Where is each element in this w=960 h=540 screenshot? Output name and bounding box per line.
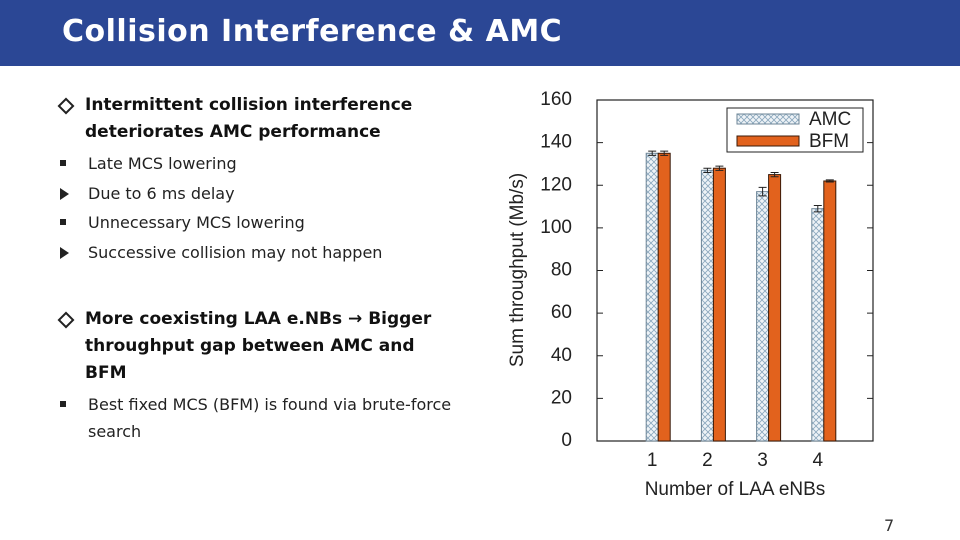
x-tick-label: 2 — [702, 450, 713, 471]
bar — [657, 152, 671, 442]
bar — [645, 152, 659, 442]
slide-title: Collision Interference & AMC — [62, 14, 563, 49]
y-tick-label: 120 — [540, 174, 572, 195]
error-bar — [648, 150, 657, 156]
bar — [811, 208, 825, 442]
error-bar — [660, 150, 669, 156]
legend-label: BFM — [809, 131, 849, 152]
y-axis-label: Sum throughput (Mb/s) — [507, 173, 528, 367]
error-bar — [825, 179, 834, 183]
sub-bullet: Late MCS lowering — [58, 150, 453, 177]
y-tick-label: 0 — [561, 430, 572, 451]
bullet-marker — [60, 401, 66, 407]
y-tick-label: 80 — [551, 260, 572, 281]
sub-bullet: Unnecessary MCS lowering — [58, 209, 453, 236]
bar — [768, 174, 782, 442]
error-bar — [758, 186, 767, 197]
error-bar — [770, 171, 779, 178]
bullet-text: Successive collision may not happen — [88, 243, 383, 262]
legend-label: AMC — [809, 109, 851, 130]
bullet-text: Due to 6 ms delay — [88, 184, 235, 203]
bar — [823, 180, 837, 442]
y-tick-label: 60 — [551, 302, 572, 323]
bullet: More coexisting LAA e.NBs → Bigger throu… — [57, 306, 453, 387]
title-bar — [0, 0, 960, 66]
page-number: 7 — [884, 516, 895, 535]
bullet-marker — [60, 188, 69, 200]
bullet-list: Intermittent collision interference dete… — [57, 92, 453, 445]
bar — [700, 169, 714, 442]
bullet-marker — [60, 160, 66, 166]
x-tick-label: 3 — [757, 450, 768, 471]
bullet-text: Unnecessary MCS lowering — [88, 213, 305, 232]
x-tick-label: 1 — [647, 450, 658, 471]
x-axis-label: Number of LAA eNBs — [645, 479, 826, 500]
sub-sub-bullet: Successive collision may not happen — [58, 239, 453, 266]
y-tick-label: 20 — [551, 387, 572, 408]
legend-swatch — [736, 113, 800, 125]
sub-sub-bullet: Due to 6 ms delay — [58, 180, 453, 207]
bar — [712, 167, 726, 442]
bullet-text: Best fixed MCS (BFM) is found via brute-… — [88, 395, 452, 441]
bullet: Intermittent collision interference dete… — [57, 92, 453, 146]
sub-bullet: Best fixed MCS (BFM) is found via brute-… — [58, 391, 453, 445]
y-tick-label: 160 — [540, 89, 572, 110]
bullet-marker — [60, 219, 66, 225]
error-bar — [715, 165, 724, 171]
bullet-text: Intermittent collision interference dete… — [85, 95, 413, 142]
bullet-text: Late MCS lowering — [88, 154, 237, 173]
legend-swatch — [736, 135, 800, 147]
error-bar — [703, 167, 712, 173]
y-tick-label: 100 — [540, 217, 572, 238]
bar — [756, 191, 770, 442]
bullet-text: More coexisting LAA e.NBs → Bigger throu… — [85, 309, 432, 383]
bullet-marker — [60, 247, 69, 259]
y-tick-label: 140 — [540, 132, 572, 153]
plot-frame — [596, 99, 874, 442]
y-tick-label: 40 — [551, 345, 572, 366]
x-tick-label: 4 — [813, 450, 824, 471]
error-bar — [813, 204, 822, 213]
